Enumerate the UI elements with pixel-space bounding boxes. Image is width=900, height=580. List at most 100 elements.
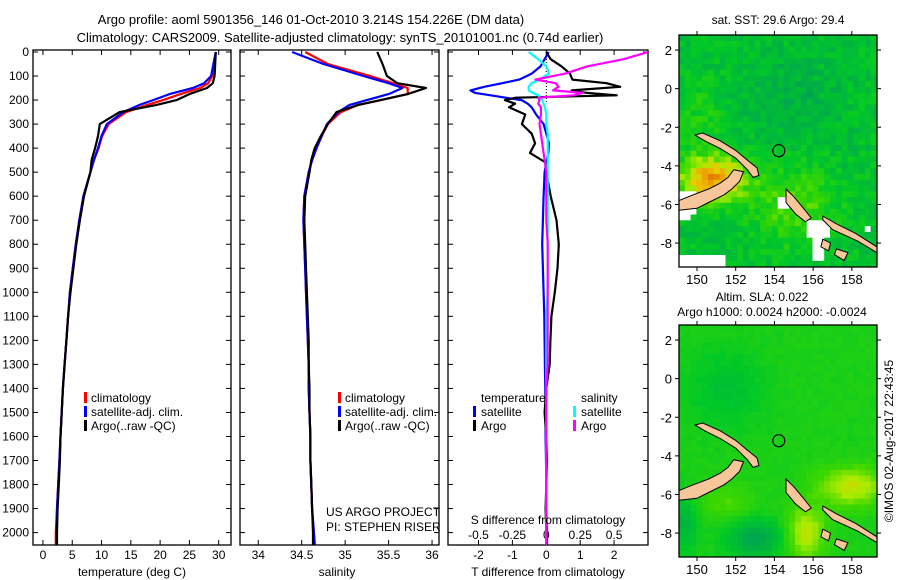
map-cell [789, 377, 796, 384]
map-cell [754, 185, 761, 192]
map-cell [777, 87, 785, 94]
map-cell [800, 98, 808, 106]
map-cell [719, 342, 726, 349]
map-cell [754, 464, 761, 471]
map-cell [760, 446, 767, 453]
map-cell [830, 40, 837, 48]
map-cell [800, 52, 808, 59]
map-cell [824, 406, 831, 413]
map-cell [864, 516, 872, 523]
map-cell [766, 150, 773, 158]
map-cell [870, 504, 877, 511]
map-cell [783, 550, 790, 557]
map-cell [760, 342, 767, 349]
map-cell [812, 440, 819, 448]
map-cell [847, 156, 854, 163]
map-cell [789, 121, 796, 129]
map-cell [708, 243, 715, 250]
map-cell [748, 40, 756, 48]
map-cell [702, 46, 709, 53]
map-cell [777, 377, 785, 384]
map-cell [690, 110, 697, 117]
map-cell [679, 249, 686, 256]
map-cell [679, 504, 686, 511]
map-cell [713, 202, 721, 210]
map-cell [853, 348, 860, 355]
map-cell [806, 336, 814, 343]
map-cell [830, 533, 837, 540]
map-cell [841, 191, 848, 198]
legend-swatch-t-satellite [473, 406, 476, 417]
map-cell [731, 104, 738, 111]
map-cell [789, 104, 796, 111]
map-cell [795, 162, 802, 169]
map-cell [760, 527, 767, 535]
map-cell [835, 371, 843, 378]
map-cell [870, 469, 877, 477]
salinity-legend: climatology satellite-adj. clim. Argo(..… [338, 391, 437, 433]
map-cell [737, 481, 744, 488]
map-cell [806, 359, 814, 367]
map-cell [841, 133, 848, 140]
map-cell [754, 46, 761, 53]
map-cell [870, 260, 877, 267]
map-cell [795, 139, 802, 146]
map-cell [806, 40, 814, 48]
map-cell [853, 469, 860, 477]
map-cell [690, 116, 697, 123]
map-cell [789, 52, 796, 59]
map-cell [684, 464, 692, 471]
map-cell [679, 156, 686, 163]
map-cell [766, 133, 773, 140]
map-cell [783, 52, 790, 59]
map-cell [870, 510, 877, 517]
map-cell [737, 214, 744, 221]
map-cell [864, 75, 872, 82]
map-cell [795, 185, 802, 192]
map-cell [818, 504, 825, 511]
map-cell [777, 423, 785, 430]
map-cell [818, 394, 825, 401]
map-cell [870, 527, 877, 535]
map-cell [864, 174, 872, 181]
map-cell [859, 139, 866, 146]
map-cell [713, 58, 721, 65]
map-cell [702, 348, 709, 355]
map-cell [679, 336, 686, 343]
map-cell [835, 550, 843, 557]
map-cell [818, 446, 825, 453]
map-cell [795, 110, 802, 117]
map-cell [771, 208, 779, 216]
map-cell [800, 40, 808, 48]
map-cell [777, 365, 785, 372]
imos-watermark: ©IMOS 02-Aug-2017 22:43:45 [882, 360, 896, 523]
map-cell [679, 342, 686, 349]
map-cell [713, 35, 721, 42]
y-tick-label: 1900 [2, 502, 29, 516]
map-cell [864, 162, 872, 169]
map-cell [719, 371, 726, 378]
map-cell [766, 191, 773, 198]
map-cell [690, 382, 697, 390]
land-island [822, 505, 877, 544]
map-cell [731, 377, 738, 384]
map-cell [847, 354, 854, 361]
map-cell [684, 249, 692, 256]
map-cell [812, 464, 819, 471]
map-cell [835, 429, 843, 436]
map-cell [847, 516, 854, 523]
map-cell [760, 533, 767, 540]
x-tick-label: 0 [40, 548, 47, 562]
map-cell [789, 475, 796, 482]
map-cell [737, 104, 744, 111]
map-cell [859, 487, 866, 494]
map-cell [690, 127, 697, 134]
map-cell [847, 243, 854, 250]
map-cell [679, 255, 686, 262]
map-cell [754, 179, 761, 187]
map-cell [830, 98, 837, 106]
map-cell [870, 348, 877, 355]
map-cell [824, 527, 831, 535]
map-cell [783, 539, 790, 546]
map-cell [725, 243, 732, 250]
